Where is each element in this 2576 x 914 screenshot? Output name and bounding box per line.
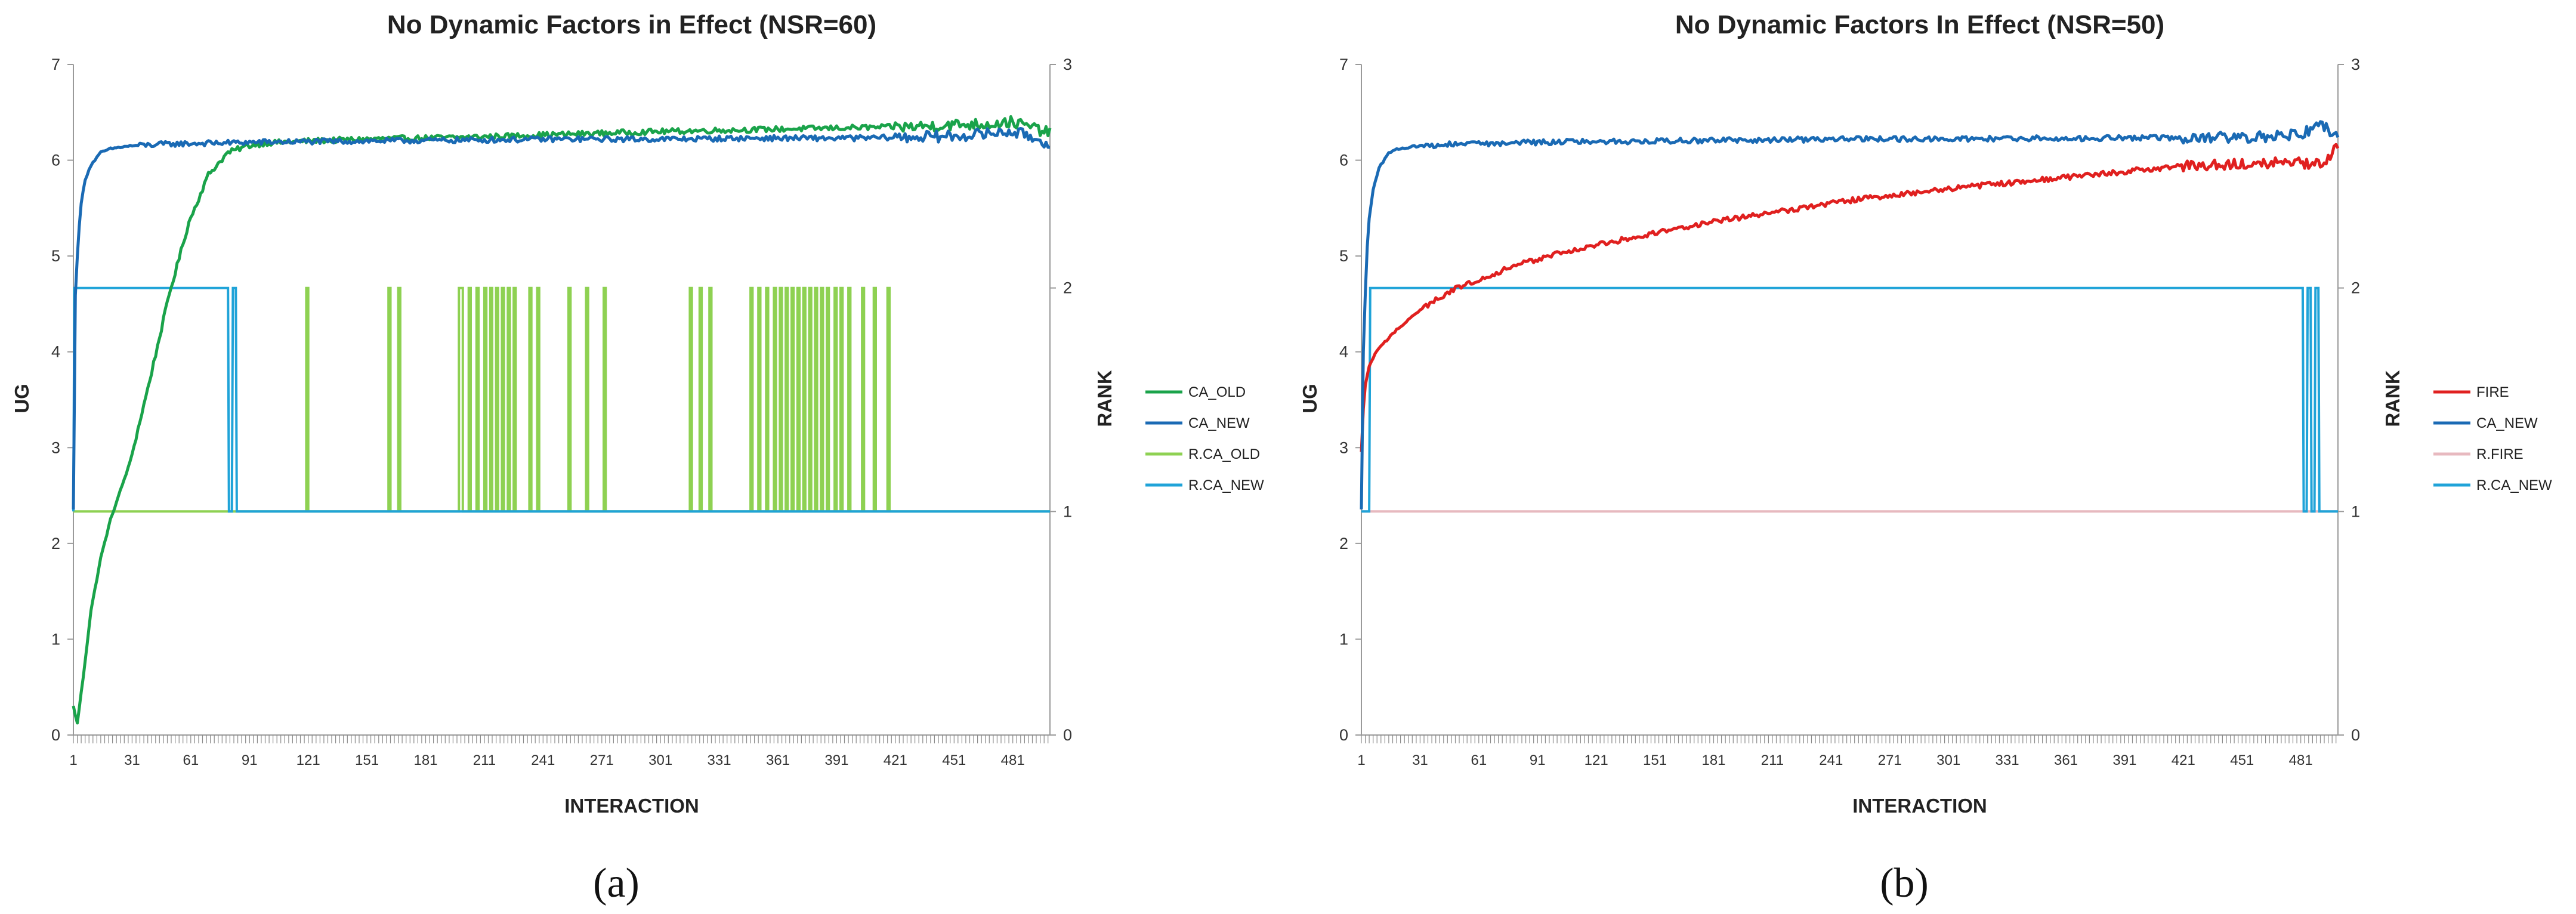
chart-a-x-tick-label: 181: [413, 752, 437, 768]
chart-b-y2-tick-label: 3: [2351, 55, 2360, 73]
chart-a-y2-tick-label: 1: [1063, 502, 1072, 520]
chart-b-legend-fire-label: FIRE: [2476, 384, 2509, 400]
chart-a-x-tick-label: 211: [473, 752, 496, 768]
chart-b-x-tick-label: 91: [1530, 752, 1546, 768]
chart-b-y2label: RANK: [2382, 370, 2404, 427]
chart-b-legend-r-ca-new-label: R.CA_NEW: [2476, 477, 2552, 493]
chart-b-y-tick-label: 4: [1339, 343, 1348, 361]
chart-a-y-tick-label: 3: [51, 439, 60, 456]
chart-a-y2-tick-label: 2: [1063, 279, 1072, 297]
chart-b-x-tick-label: 151: [1643, 752, 1667, 768]
chart-a-y-tick-label: 4: [51, 343, 60, 361]
chart-b-series-ca-new: [1360, 120, 2340, 510]
chart-a-y-tick-label: 7: [51, 55, 60, 73]
chart-a-xlabel: INTERACTION: [564, 795, 699, 817]
chart-b-x-tick-label: 301: [1936, 752, 1960, 768]
chart-a-x-tick-label: 421: [884, 752, 907, 768]
chart-b-y-tick-label: 3: [1339, 439, 1348, 456]
chart-a-x-tick-label: 1: [69, 752, 77, 768]
chart-a-series-r-ca-old: [73, 286, 1050, 513]
chart-b-title: No Dynamic Factors In Effect (NSR=50): [1675, 10, 2164, 39]
chart-b-x-tick-label: 271: [1878, 752, 1902, 768]
chart-b-legend-ca-new-label: CA_NEW: [2476, 415, 2538, 431]
chart-a-legend-r-ca-old-label: R.CA_OLD: [1188, 446, 1260, 462]
chart-a-x-tick-label: 391: [824, 752, 848, 768]
chart-a-x-tick-label: 481: [1001, 752, 1025, 768]
chart-a-x-tick-label: 91: [242, 752, 258, 768]
chart-b-x-tick-label: 421: [2172, 752, 2195, 768]
chart-a-legend-ca-new-label: CA_NEW: [1188, 415, 1250, 431]
chart-a-y-tick-label: 6: [51, 152, 60, 169]
chart-b-legend-r-fire-label: R.FIRE: [2476, 446, 2524, 462]
chart-b-y2-tick-label: 0: [2351, 726, 2360, 744]
chart-b-y-tick-label: 1: [1339, 630, 1348, 648]
chart-a-x-tick-label: 151: [355, 752, 379, 768]
chart-b-panel-label: (b): [1880, 860, 1929, 906]
chart-a-title: No Dynamic Factors in Effect (NSR=60): [387, 10, 876, 39]
chart-b-y-tick-label: 2: [1339, 535, 1348, 552]
chart-b-x-minor-ticks: [1361, 735, 2337, 743]
chart-b-x-tick-label: 1: [1357, 752, 1365, 768]
chart-a-x-tick-label: 271: [590, 752, 614, 768]
chart-panel-a: No Dynamic Factors in Effect (NSR=60) IN…: [11, 10, 1264, 906]
chart-a-x-tick-label: 361: [766, 752, 790, 768]
chart-b-y2-tick-label: 1: [2351, 502, 2360, 520]
chart-a-panel-label: (a): [593, 860, 640, 906]
chart-a-x-minor-ticks: [73, 735, 1049, 743]
chart-b-x-tick-label: 481: [2289, 752, 2313, 768]
chart-a-ylabel: UG: [11, 384, 33, 413]
chart-a-x-tick-label: 61: [183, 752, 199, 768]
chart-a-x-tick-label: 31: [124, 752, 140, 768]
chart-a-y-tick-label: 2: [51, 535, 60, 552]
chart-a-x-tick-label: 301: [648, 752, 672, 768]
chart-b-svg: No Dynamic Factors In Effect (NSR=50) IN…: [1299, 10, 2552, 906]
chart-a-x-tick-label: 451: [942, 752, 966, 768]
chart-b-x-tick-label: 241: [1819, 752, 1843, 768]
chart-a-series-ca-new: [72, 127, 1051, 510]
chart-a-y2-tick-label: 3: [1063, 55, 1072, 73]
chart-a-x-tick-label: 241: [531, 752, 555, 768]
chart-b-xlabel: INTERACTION: [1852, 795, 1987, 817]
chart-b-x-tick-label: 331: [1996, 752, 2019, 768]
chart-b-y-tick-label: 0: [1339, 726, 1348, 744]
chart-b-x-tick-label: 211: [1761, 752, 1784, 768]
chart-b-x-tick-label: 391: [2112, 752, 2136, 768]
chart-b-x-tick-label: 451: [2230, 752, 2254, 768]
chart-a-x-tick-label: 331: [708, 752, 731, 768]
chart-a-y-tick-label: 0: [51, 726, 60, 744]
chart-b-x-tick-label: 121: [1584, 752, 1608, 768]
chart-a-legend-ca-old-label: CA_OLD: [1188, 384, 1246, 400]
chart-a-x-tick-label: 121: [296, 752, 320, 768]
chart-a-y-tick-label: 5: [51, 247, 60, 265]
chart-a-svg: No Dynamic Factors in Effect (NSR=60) IN…: [11, 10, 1264, 906]
chart-a-series-ca-old: [72, 115, 1052, 725]
chart-panel-b: No Dynamic Factors In Effect (NSR=50) IN…: [1288, 0, 2576, 914]
chart-a-y-tick-label: 1: [51, 630, 60, 648]
chart-b-y-tick-label: 5: [1339, 247, 1348, 265]
chart-a-y2-tick-label: 0: [1063, 726, 1072, 744]
chart-b-y-tick-label: 6: [1339, 152, 1348, 169]
chart-b-y2-tick-label: 2: [2351, 279, 2360, 297]
chart-a-y2label: RANK: [1094, 370, 1116, 427]
chart-b-x-tick-label: 31: [1412, 752, 1428, 768]
chart-b-x-tick-label: 361: [2054, 752, 2078, 768]
chart-a-legend-r-ca-new-label: R.CA_NEW: [1188, 477, 1264, 493]
chart-a-series-r-ca-new: [72, 286, 1050, 513]
chart-b-x-tick-label: 181: [1701, 752, 1725, 768]
chart-b-series-fire: [1360, 143, 2340, 452]
chart-b-y-tick-label: 7: [1339, 55, 1348, 73]
chart-b-series-r-ca-new: [1361, 286, 2338, 513]
chart-b-x-tick-label: 61: [1471, 752, 1487, 768]
chart-b-ylabel: UG: [1299, 384, 1321, 413]
